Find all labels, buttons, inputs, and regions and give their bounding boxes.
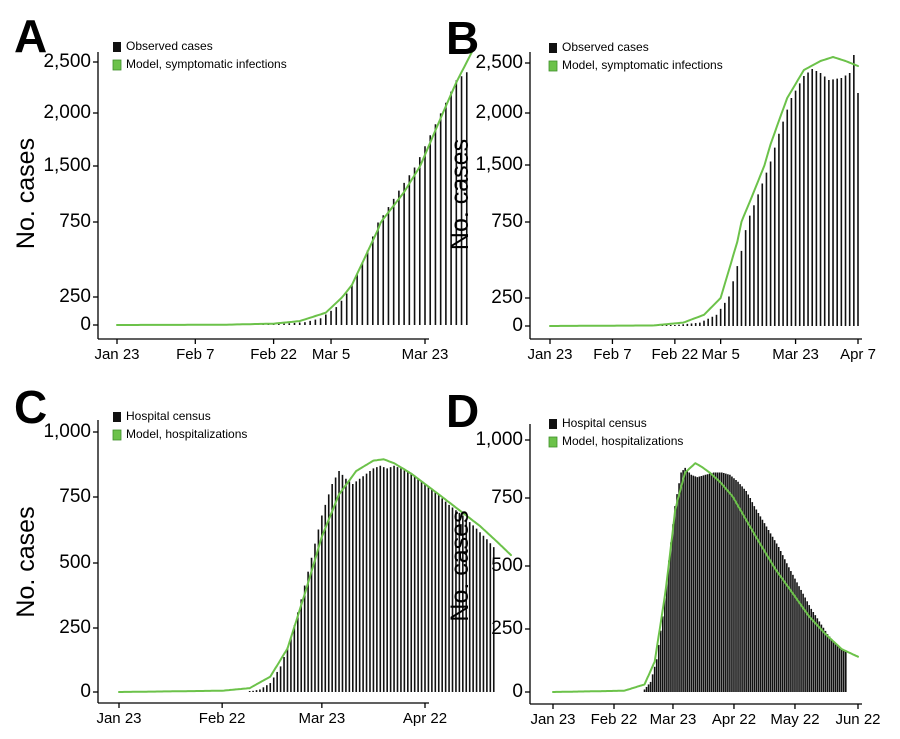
legend-swatch-model <box>112 59 122 71</box>
legend: Hospital census Model, hospitalizations <box>548 416 683 448</box>
y-tick-label: 0 <box>512 681 523 702</box>
panel-b: B No. cases 0 250 750 1,500 2,000 2,500 Jan 23 Fe… <box>446 12 876 363</box>
y-axis-label: No. cases <box>446 510 474 621</box>
y-tick-label: 750 <box>491 487 523 508</box>
y-tick-label: 750 <box>59 211 91 232</box>
y-axis-label: No. cases <box>12 138 40 249</box>
y-tick-label: 2,500 <box>475 52 523 73</box>
x-tick-label: Mar 23 <box>299 710 346 727</box>
legend-label-bars: Hospital census <box>562 416 647 430</box>
legend-swatch-model <box>548 60 558 72</box>
panel-d: D No. cases 0 250 500 750 1,000 Jan 23 Feb 22 Mar… <box>446 385 881 728</box>
bars-series <box>640 55 859 326</box>
legend-label-model: Model, hospitalizations <box>562 434 683 448</box>
x-tick-label: Feb 7 <box>593 346 631 363</box>
y-tick-label: 250 <box>59 286 91 307</box>
x-tick-label: Feb 22 <box>591 711 638 728</box>
panel-letter: D <box>446 385 479 437</box>
y-tick-label: 250 <box>491 287 523 308</box>
x-tick-label: Mar 23 <box>650 711 697 728</box>
y-tick-label: 2,000 <box>475 102 523 123</box>
y-tick-label: 1,500 <box>43 155 91 176</box>
x-tick-label: Feb 22 <box>652 346 699 363</box>
x-tick-label: Apr 22 <box>712 711 756 728</box>
legend-swatch-bars <box>113 412 121 422</box>
legend-swatch-bars <box>549 43 557 53</box>
panel-letter: A <box>14 10 47 62</box>
y-tick-label: 2,500 <box>43 51 91 72</box>
panel-c: C No. cases 0 250 500 750 1,000 Jan 23 Feb 22 Mar… <box>12 381 512 727</box>
model-line <box>116 50 473 326</box>
x-tick-label: Feb 22 <box>250 346 297 363</box>
legend-label-bars: Hospital census <box>126 409 211 423</box>
y-tick-label: 500 <box>59 552 91 573</box>
y-tick-label: 500 <box>491 555 523 576</box>
bars-series <box>220 72 468 325</box>
y-tick-label: 0 <box>80 314 91 335</box>
x-tick-label: Mar 5 <box>312 346 350 363</box>
y-tick-label: 0 <box>80 681 91 702</box>
panel-letter: B <box>446 12 479 64</box>
legend-label-bars: Observed cases <box>562 40 649 54</box>
legend-label-model: Model, hospitalizations <box>126 427 247 441</box>
model-line <box>549 56 859 327</box>
y-tick-label: 2,000 <box>43 102 91 123</box>
legend: Observed cases Model, symptomatic infecti… <box>112 39 287 71</box>
legend-swatch-bars <box>549 419 557 429</box>
x-tick-label: May 22 <box>770 711 819 728</box>
x-tick-label: Jan 23 <box>94 346 139 363</box>
y-tick-label: 1,500 <box>475 154 523 175</box>
legend-swatch-bars <box>113 42 121 52</box>
y-axis-label: No. cases <box>12 506 40 617</box>
y-tick-label: 750 <box>491 211 523 232</box>
legend-swatch-model <box>548 436 558 448</box>
x-tick-label: Feb 7 <box>176 346 214 363</box>
x-tick-label: Jun 22 <box>835 711 880 728</box>
x-tick-label: Feb 22 <box>199 710 246 727</box>
x-tick-label: Apr 7 <box>840 346 876 363</box>
bars-series <box>643 467 847 692</box>
model-line <box>118 458 512 693</box>
x-tick-label: Mar 5 <box>701 346 739 363</box>
y-tick-label: 750 <box>59 486 91 507</box>
model-line <box>552 462 859 693</box>
panel-letter: C <box>14 381 47 433</box>
x-tick-label: Jan 23 <box>96 710 141 727</box>
bars-series <box>248 465 495 692</box>
legend-label-bars: Observed cases <box>126 39 213 53</box>
x-tick-label: Jan 23 <box>530 711 575 728</box>
y-axis-label: No. cases <box>446 139 474 250</box>
legend-label-model: Model, symptomatic infections <box>562 58 723 72</box>
x-tick-label: Apr 22 <box>403 710 447 727</box>
legend-swatch-model <box>112 429 122 441</box>
y-tick-label: 250 <box>59 617 91 638</box>
y-tick-label: 1,000 <box>475 429 523 450</box>
x-tick-label: Jan 23 <box>527 346 572 363</box>
panel-a: A No. cases 0 250 750 1,500 2,000 2,500 Jan 23 Fe… <box>12 10 473 363</box>
y-tick-label: 1,000 <box>43 421 91 442</box>
y-tick-label: 0 <box>512 315 523 336</box>
legend: Hospital census Model, hospitalizations <box>112 409 247 441</box>
y-tick-label: 250 <box>491 618 523 639</box>
x-tick-label: Mar 23 <box>772 346 819 363</box>
legend: Observed cases Model, symptomatic infecti… <box>548 40 723 72</box>
legend-label-model: Model, symptomatic infections <box>126 57 287 71</box>
x-tick-label: Mar 23 <box>402 346 449 363</box>
